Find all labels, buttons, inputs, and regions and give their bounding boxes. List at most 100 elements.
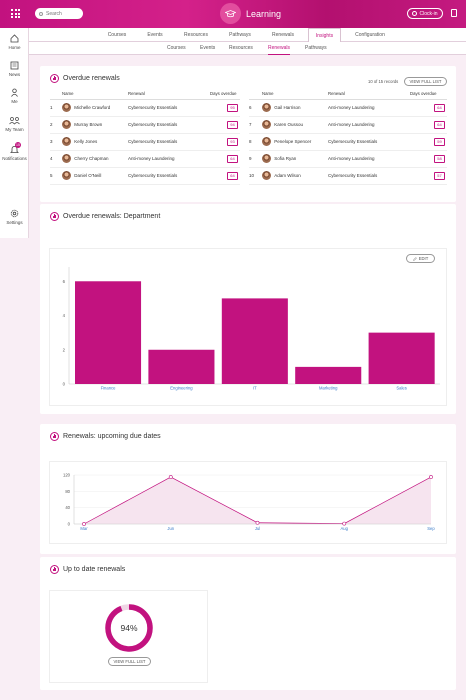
x-tick-label: Finance <box>101 386 117 391</box>
table-row[interactable]: 9 Sofia Ryan Anti-money Laundering 58 <box>249 150 447 168</box>
sidebar-item-label: Notifications <box>2 156 27 161</box>
x-tick-label: IT <box>253 386 257 391</box>
table-row[interactable]: 1 Michelle Crawford Cybersecurity Essenti… <box>50 99 240 117</box>
gear-icon <box>10 209 19 218</box>
sidebar-item-notifications[interactable]: 15 Notifications <box>0 142 29 161</box>
name-cell: Penelope Spencer <box>262 133 328 151</box>
subtab-renewals[interactable]: Renewals <box>268 42 290 55</box>
name-cell: Karen Oussou <box>262 116 328 134</box>
column-header-days: Days overdue <box>210 89 240 100</box>
sidebar-item-me[interactable]: Me <box>0 88 29 104</box>
table-row[interactable]: 7 Karen Oussou Anti-money Laundering 64 <box>249 116 447 134</box>
days-overdue-badge: 59 <box>434 137 445 146</box>
data-point-mar[interactable] <box>82 522 86 526</box>
row-number: 8 <box>249 133 262 151</box>
subtab-resources[interactable]: Resources <box>229 45 253 51</box>
person-name: Murray Brown <box>74 121 103 127</box>
renewal-cell: Anti-money Laundering <box>128 150 210 168</box>
row-number: 2 <box>50 116 62 134</box>
pencil-icon <box>412 256 417 261</box>
days-overdue-badge: 64 <box>227 154 238 163</box>
table-row[interactable]: 8 Penelope Spencer Cybersecurity Essentia… <box>249 133 447 151</box>
name-cell: Kelly Jones <box>62 133 128 151</box>
donut-segment-up-to-date[interactable] <box>105 604 153 652</box>
clock-in-button[interactable]: Clock-in <box>407 8 443 19</box>
name-cell: Gail Harrison <box>262 99 328 117</box>
column-header-renewal: Renewal <box>128 89 210 100</box>
table-row[interactable]: 6 Gail Harrison Anti-money Laundering 64 <box>249 99 447 117</box>
avatar <box>62 120 71 129</box>
row-number: 7 <box>249 116 262 134</box>
person-name: Kelly Jones <box>74 138 98 144</box>
name-cell: Adam Wilson <box>262 167 328 185</box>
person-name: Penelope Spencer <box>274 138 312 144</box>
overdue-table-left: Name Renewal Days overdue 1 Michelle Cra… <box>50 89 240 185</box>
bar-sales[interactable] <box>368 332 435 384</box>
table-row[interactable]: 4 Cherry Chapman Anti-money Laundering 64 <box>50 150 240 168</box>
avatar <box>262 120 271 129</box>
data-point-sep[interactable] <box>429 475 433 479</box>
renewal-cell: Anti-money Laundering <box>328 150 410 168</box>
secondary-tabs: Courses Events Resources Renewals Pathwa… <box>29 42 466 55</box>
row-number: 10 <box>249 167 262 185</box>
avatar <box>62 137 71 146</box>
tab-pathways[interactable]: Pathways <box>229 32 251 38</box>
row-number: 4 <box>50 150 62 168</box>
chart-icon <box>50 74 59 83</box>
document-icon[interactable] <box>451 9 457 17</box>
subtab-pathways[interactable]: Pathways <box>305 45 327 51</box>
subtab-courses[interactable]: Courses <box>167 45 186 51</box>
department-bar-chart: 0 2 4 6 Finance Engineering IT Marketing Sales <box>63 267 440 391</box>
tab-configuration[interactable]: Configuration <box>355 32 385 38</box>
data-point-aug[interactable] <box>342 521 347 526</box>
table-row[interactable]: 5 Daniel O'Neill Cybersecurity Essentials… <box>50 167 240 185</box>
side-nav: Home News Me My Team 15 Notifications Se… <box>0 28 29 238</box>
y-tick-label: 0 <box>63 382 66 387</box>
sidebar-item-my-team[interactable]: My Team <box>0 116 29 132</box>
app-grid-icon[interactable] <box>11 9 20 18</box>
person-name: Daniel O'Neill <box>74 172 102 178</box>
view-full-list-button[interactable]: VIEW FULL LIST <box>108 657 151 666</box>
uptodate-panel: Up to date renewals 94% VIEW FULL LIST <box>40 557 456 690</box>
tab-insights[interactable]: Insights <box>308 28 341 42</box>
table-row[interactable]: 3 Kelly Jones Cybersecurity Essentials 93 <box>50 133 240 151</box>
edit-button[interactable]: EDIT <box>406 254 435 263</box>
tab-renewals[interactable]: Renewals <box>272 32 294 38</box>
days-overdue-badge: 64 <box>434 103 445 112</box>
days-cell: 58 <box>410 150 447 168</box>
person-name: Karen Oussou <box>274 121 304 127</box>
data-point-jun[interactable] <box>168 475 173 479</box>
bar-finance[interactable] <box>75 281 142 384</box>
search-input[interactable] <box>46 10 80 17</box>
person-icon <box>11 88 18 97</box>
home-icon <box>10 34 19 43</box>
sidebar-item-news[interactable]: News <box>0 61 29 77</box>
tab-courses[interactable]: Courses <box>107 32 127 38</box>
tab-events[interactable]: Events <box>147 32 163 38</box>
subtab-events[interactable]: Events <box>200 45 216 51</box>
renewal-cell: Anti-money Laundering <box>328 116 410 134</box>
graduation-cap-icon <box>220 3 241 24</box>
section-title: Up to date renewals <box>63 566 126 573</box>
data-point-jul[interactable] <box>255 520 260 525</box>
row-number: 1 <box>50 99 62 117</box>
avatar <box>62 154 71 163</box>
sidebar-item-home[interactable]: Home <box>0 34 29 50</box>
view-full-list-button[interactable]: VIEW FULL LIST <box>404 77 447 86</box>
days-overdue-badge: 94 <box>227 120 238 129</box>
bar-marketing[interactable] <box>295 366 362 384</box>
avatar <box>62 171 71 180</box>
bar-engineering[interactable] <box>148 349 215 384</box>
uptodate-chart-card: 94% VIEW FULL LIST <box>49 590 208 683</box>
table-row[interactable]: 10 Adam Wilson Cybersecurity Essentials 57 <box>249 167 447 185</box>
search-box[interactable] <box>35 8 83 19</box>
search-icon <box>39 11 43 16</box>
records-count: 10 of 15 records <box>368 79 399 84</box>
bar-it[interactable] <box>221 298 288 384</box>
sidebar-item-label: Me <box>11 99 18 104</box>
app-brand: Learning <box>220 3 281 24</box>
avatar <box>262 103 271 112</box>
tab-resources[interactable]: Resources <box>184 32 208 38</box>
sidebar-item-settings[interactable]: Settings <box>0 209 29 225</box>
table-row[interactable]: 2 Murray Brown Cybersecurity Essentials 94 <box>50 116 240 134</box>
